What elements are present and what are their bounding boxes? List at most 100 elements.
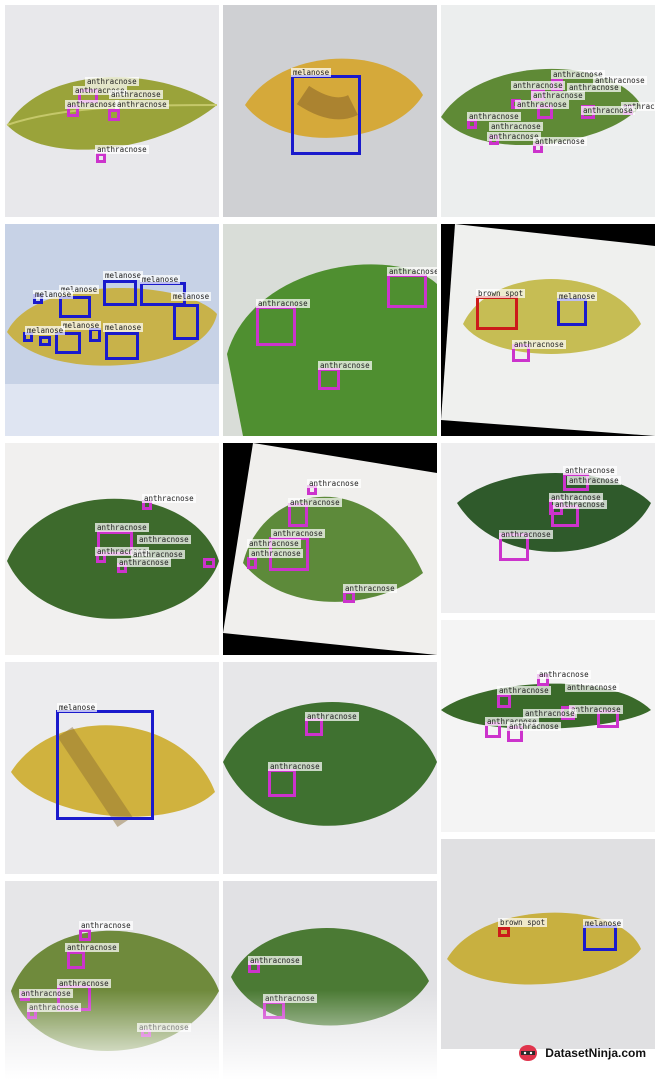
anthracnose-box [203,558,215,568]
melanose-box [89,328,101,342]
melanose-box [103,280,137,306]
anthracnose-label: anthracnose [305,712,359,721]
anthracnose-label: anthracnose [115,100,169,109]
anthracnose-label: anthracnose [567,83,621,92]
leaf-image [11,725,215,827]
anthracnose-label: anthracnose [489,122,543,131]
melanose-box [55,332,81,354]
image-tile[interactable]: anthracnose anthracnose anthracnose anth… [5,443,219,655]
anthracnose-label: anthracnose [79,921,133,930]
melanose-label: melanose [57,703,98,712]
melanose-box [39,336,51,346]
melanose-label: melanose [140,275,181,284]
melanose-label: melanose [171,292,212,301]
anthracnose-label: anthracnose [271,529,325,538]
anthracnose-label: anthracnose [621,102,655,111]
anthracnose-label: anthracnose [73,86,127,95]
anthracnose-box [497,694,511,708]
anthracnose-label: anthracnose [318,361,372,370]
image-tile[interactable]: brown spot melanose [441,839,655,1049]
anthracnose-box [318,368,340,390]
anthracnose-label: anthracnose [256,299,310,308]
melanose-label: melanose [59,285,100,294]
leaf-image [7,498,219,619]
anthracnose-label: anthracnose [387,267,437,276]
anthracnose-label: anthracnose [581,106,635,115]
melanose-label: melanose [557,292,598,301]
anthracnose-label: anthracnose [511,81,565,90]
image-tile[interactable]: melanose [5,662,219,874]
ninja-logo-icon [517,1044,539,1062]
melanose-label: melanose [291,68,332,77]
melanose-box [105,332,139,360]
anthracnose-box [247,557,257,569]
anthracnose-box [96,153,106,163]
image-tile[interactable]: anthracnose anthracnose anthracnose anth… [441,5,655,217]
image-tile[interactable]: melanose [223,5,437,217]
brown-spot-label: brown spot [476,289,526,298]
anthracnose-label: anthracnose [57,979,111,988]
anthracnose-label: anthracnose [137,535,191,544]
image-tile[interactable]: anthracnose anthracnose anthracnose anth… [441,443,655,613]
leaf-image [245,58,423,138]
brand-text: DatasetNinja.com [545,1046,646,1060]
image-tile[interactable]: anthracnose anthracnose anthracnose anth… [223,443,437,655]
anthracnose-label: anthracnose [499,530,553,539]
anthracnose-label: anthracnose [553,500,607,509]
anthracnose-label: anthracnose [247,539,301,548]
anthracnose-label: anthracnose [288,498,342,507]
bottom-fade [223,990,437,1080]
anthracnose-box [256,306,296,346]
anthracnose-label: anthracnose [343,584,397,593]
image-tile[interactable]: anthracnose anthracnose anthracnose [223,224,437,436]
anthracnose-label: anthracnose [507,722,561,731]
anthracnose-box [108,109,120,121]
bottom-fade [5,990,219,1080]
image-tile[interactable]: anthracnose anthracnose [223,662,437,874]
image-tile[interactable]: anthracnose anthracnose anthracnose anth… [5,881,219,1080]
melanose-label: melanose [583,919,624,928]
melanose-box [56,710,154,820]
image-tile[interactable]: anthracnose anthracnose anthracnose anth… [441,620,655,832]
anthracnose-label: anthracnose [85,77,139,86]
brown-spot-label: brown spot [498,918,548,927]
melanose-label: melanose [103,271,144,280]
anthracnose-label: anthracnose [131,550,185,559]
anthracnose-label: anthracnose [567,476,621,485]
anthracnose-box [268,769,296,797]
anthracnose-label: anthracnose [537,670,591,679]
anthracnose-label: anthracnose [563,466,617,475]
image-tile[interactable]: anthracnose anthracnose [223,881,437,1080]
anthracnose-label: anthracnose [65,100,119,109]
anthracnose-label: anthracnose [117,558,171,567]
anthracnose-label: anthracnose [487,132,541,141]
leaf-image [457,473,651,552]
anthracnose-label: anthracnose [268,762,322,771]
melanose-box [291,75,361,155]
melanose-label: melanose [61,321,102,330]
melanose-box [59,296,91,318]
brown-spot-box [476,296,518,330]
anthracnose-label: anthracnose [485,717,539,726]
anthracnose-label: anthracnose [467,112,521,121]
anthracnose-label: anthracnose [95,547,149,556]
anthracnose-label: anthracnose [248,956,302,965]
image-tile[interactable]: melanose melanose melanose melanose mela… [5,224,219,436]
anthracnose-box [79,929,91,941]
anthracnose-label: anthracnose [549,493,603,502]
melanose-box [173,304,199,340]
image-tile[interactable]: anthracnose anthracnose anthracnose anth… [5,5,219,217]
melanose-box [583,925,617,951]
anthracnose-label: anthracnose [249,549,303,558]
anthracnose-label: anthracnose [95,145,149,154]
image-tile[interactable]: brown spot melanose anthracnose [441,224,655,436]
melanose-box [557,298,587,326]
anthracnose-label: anthracnose [497,686,551,695]
anthracnose-label: anthracnose [593,76,647,85]
brown-spot-box [498,927,510,937]
anthracnose-label: anthracnose [523,709,577,718]
anthracnose-box [67,951,85,969]
anthracnose-label: anthracnose [142,494,196,503]
anthracnose-label: anthracnose [565,683,619,692]
brand-watermark[interactable]: DatasetNinja.com [517,1044,646,1062]
